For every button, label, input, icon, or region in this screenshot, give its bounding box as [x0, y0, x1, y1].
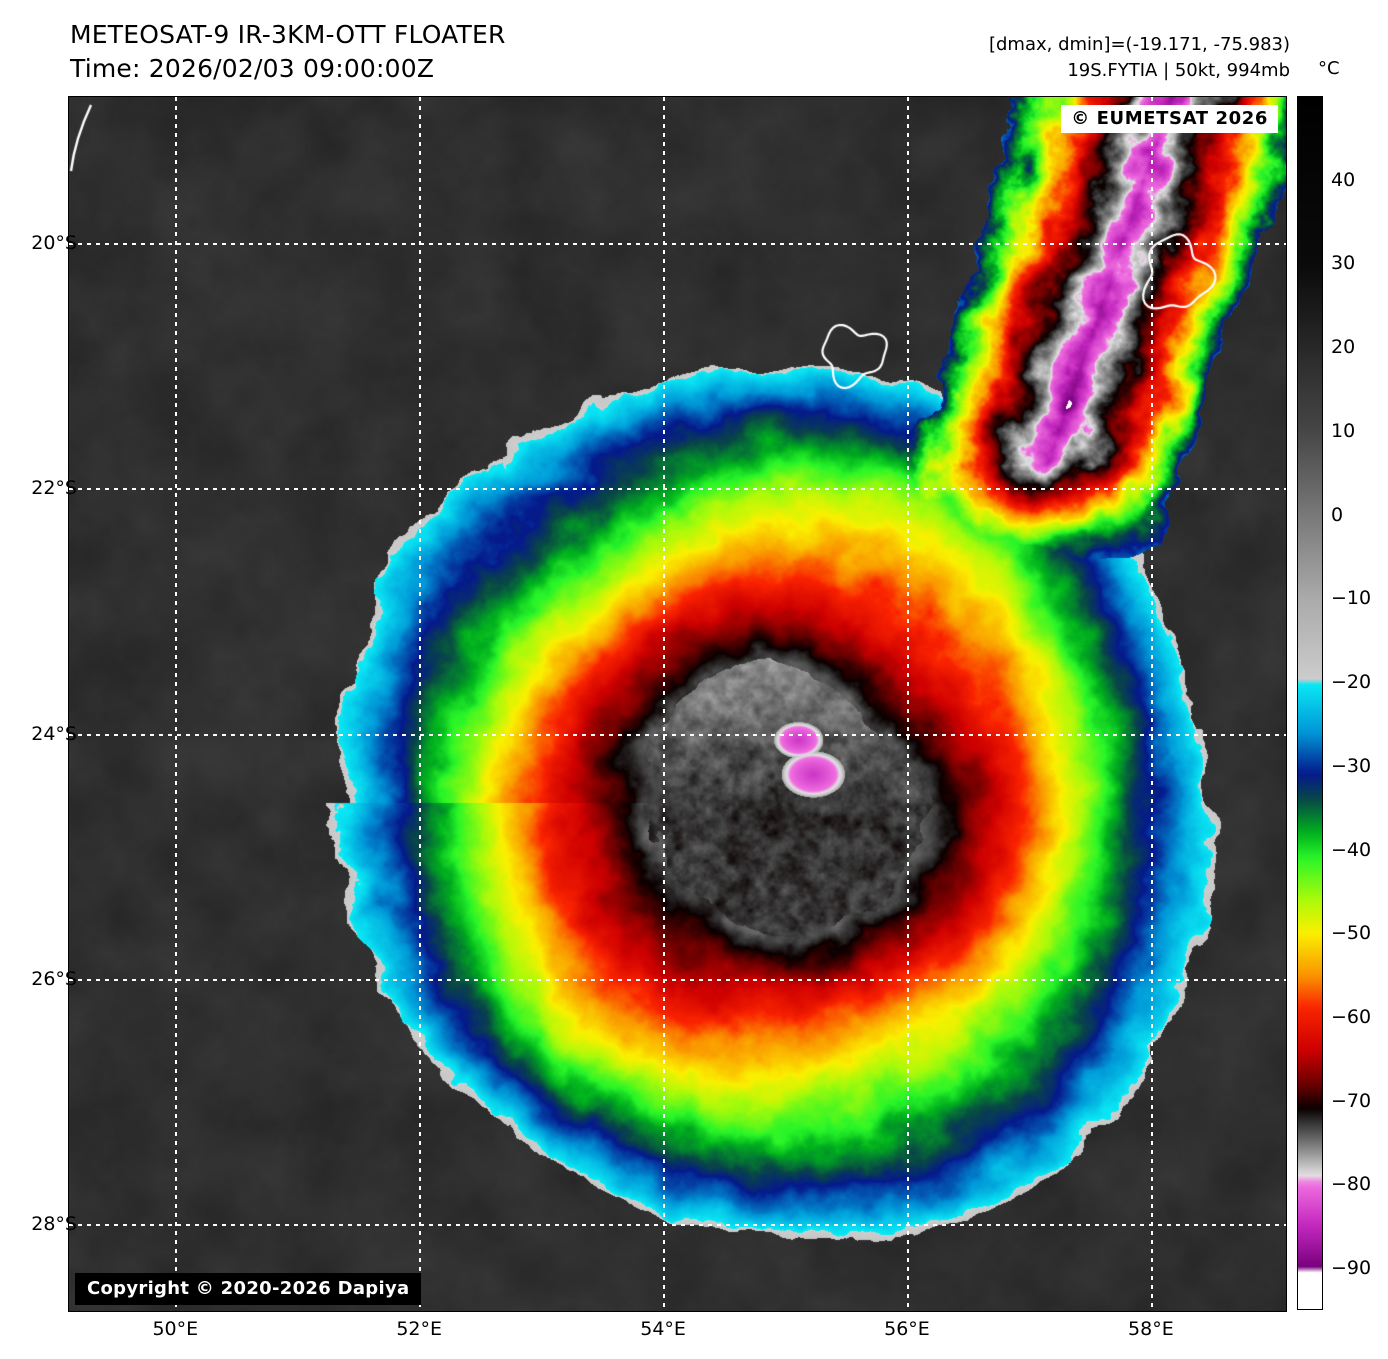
y-axis-tick-label: 28°S — [31, 1213, 77, 1236]
x-axis-tick-label: 56°E — [884, 1318, 930, 1340]
x-axis-tick-label: 50°E — [152, 1318, 199, 1340]
colorbar-tick-label: −80 — [1331, 1173, 1372, 1196]
colorbar-tick-label: 0 — [1331, 503, 1344, 526]
colorbar-tick-label: −40 — [1331, 838, 1372, 861]
eumetsat-copyright-badge: © EUMETSAT 2026 — [1061, 105, 1278, 133]
y-axis-tick-label: 20°S — [31, 232, 77, 255]
dmax-dmin-label: [dmax, dmin]=(-19.171, -75.983) — [988, 34, 1290, 55]
colorbar-gradient — [1298, 97, 1322, 1309]
colorbar-tick-label: −70 — [1331, 1089, 1372, 1112]
colorbar-tick-label: −20 — [1331, 671, 1372, 694]
x-axis-tick-label: 52°E — [396, 1318, 443, 1340]
temperature-colorbar[interactable] — [1297, 96, 1323, 1310]
colorbar-tick-label: −30 — [1331, 754, 1372, 777]
page-title: METEOSAT-9 IR-3KM-OTT FLOATER Time: 2026… — [70, 18, 506, 86]
colorbar-tick-label: 20 — [1331, 336, 1356, 359]
colorbar-tick-label: 30 — [1331, 252, 1356, 275]
infrared-satellite-imagery — [69, 97, 1286, 1311]
colorbar-tick-label: −90 — [1331, 1257, 1372, 1280]
dapiya-copyright-badge: Copyright © 2020-2026 Dapiya — [75, 1273, 422, 1305]
storm-info-label: 19S.FYTIA | 50kt, 994mb — [1067, 60, 1290, 81]
x-axis-tick-label: 58°E — [1128, 1318, 1174, 1340]
colorbar-unit-label: °C — [1318, 58, 1340, 79]
colorbar-tick-label: −10 — [1331, 587, 1372, 610]
header-title-line: METEOSAT-9 IR-3KM-OTT FLOATER — [70, 20, 506, 49]
colorbar-tick-label: −60 — [1331, 1005, 1372, 1028]
satellite-image-plot[interactable]: © EUMETSAT 2026 Copyright © 2020-2026 Da… — [68, 96, 1287, 1312]
colorbar-tick-label: 40 — [1331, 168, 1356, 191]
colorbar-tick-label: 10 — [1331, 419, 1356, 442]
y-axis-tick-label: 24°S — [31, 722, 77, 745]
y-axis-tick-label: 26°S — [31, 967, 77, 990]
header-time-line: Time: 2026/02/03 09:00:00Z — [70, 54, 435, 83]
header-metadata: [dmax, dmin]=(-19.171, -75.983) 19S.FYTI… — [989, 32, 1290, 84]
x-axis-tick-label: 54°E — [640, 1318, 686, 1340]
y-axis-tick-label: 22°S — [31, 477, 77, 500]
colorbar-tick-label: −50 — [1331, 922, 1372, 945]
